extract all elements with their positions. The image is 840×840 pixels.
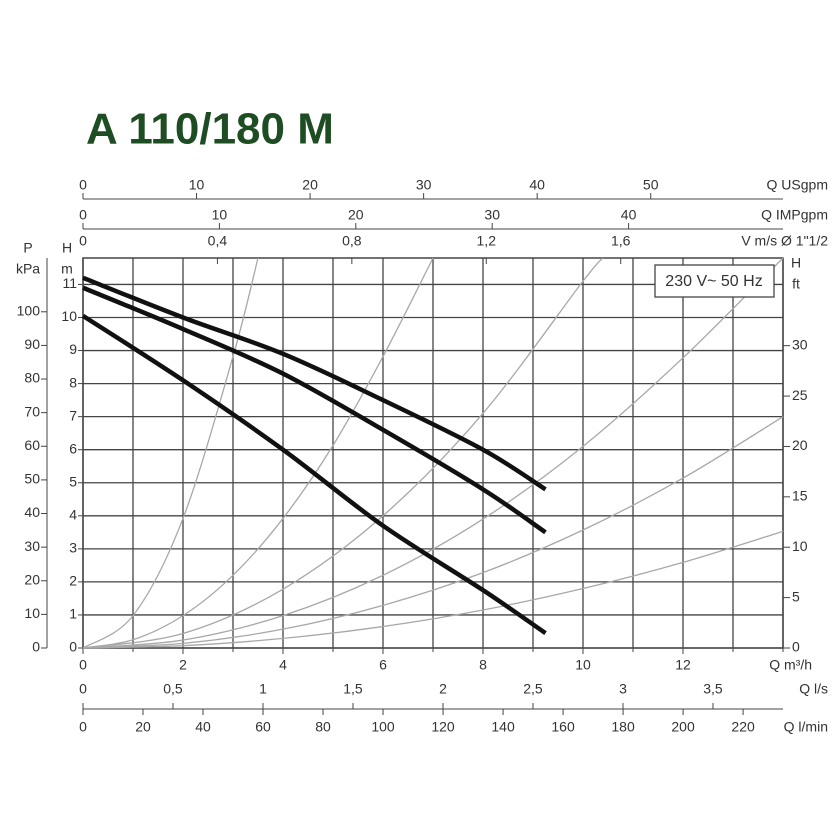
y2-axis-label: H	[791, 255, 801, 271]
p-axis-label: kPa	[16, 261, 40, 277]
secondary-tick-label: 140	[491, 719, 515, 735]
p-tick-label: 90	[24, 336, 40, 352]
y-tick-label: 2	[69, 573, 77, 589]
secondary-tick-label: 180	[611, 719, 635, 735]
x-tick-label: 8	[479, 657, 487, 673]
x-tick-label: 2	[179, 657, 187, 673]
secondary-tick-label: 0	[79, 233, 87, 249]
y-tick-label: 6	[69, 440, 77, 456]
y-tick-label: 11	[62, 275, 77, 291]
secondary-tick-label: 60	[255, 719, 271, 735]
y-tick-label: 10	[61, 308, 77, 324]
annotation-box	[654, 264, 775, 298]
y2-tick-label: 15	[792, 488, 808, 504]
secondary-axis-label: Q IMPgpm	[761, 207, 828, 223]
y-tick-label: 1	[69, 606, 77, 622]
p-tick-label: 10	[24, 605, 40, 621]
p-tick-label: 100	[17, 302, 41, 318]
y2-tick-label: 0	[792, 639, 800, 655]
secondary-tick-label: 0,4	[208, 233, 228, 249]
p-tick-label: 70	[24, 403, 40, 419]
system-curve	[82, 530, 784, 649]
p-axis-label: P	[23, 240, 32, 256]
secondary-tick-label: 0	[79, 207, 87, 223]
secondary-tick-label: 20	[302, 177, 318, 193]
secondary-tick-label: 10	[189, 177, 205, 193]
secondary-tick-label: 120	[431, 719, 455, 735]
secondary-axis-label: Q l/min	[784, 719, 828, 735]
secondary-tick-label: 0	[79, 681, 87, 697]
p-tick-label: 0	[32, 639, 40, 655]
chart-title: A 110/180 M	[86, 105, 334, 154]
secondary-tick-label: 1,5	[343, 681, 363, 697]
y-tick-label: 0	[69, 639, 77, 655]
p-tick-label: 50	[24, 471, 40, 487]
y2-axis-label: ft	[792, 276, 800, 292]
secondary-tick-label: 3,5	[703, 681, 723, 697]
secondary-tick-label: 160	[551, 719, 575, 735]
y-tick-label: 5	[69, 473, 77, 489]
annotation: 230 V~ 50 Hz	[665, 273, 762, 290]
y-tick-label: 9	[69, 341, 77, 357]
secondary-axis-label: Q USgpm	[767, 177, 828, 193]
secondary-tick-label: 20	[135, 719, 151, 735]
system-curve	[82, 257, 259, 649]
secondary-tick-label: 40	[195, 719, 211, 735]
y2-tick-label: 10	[792, 538, 808, 554]
x-tick-label: 10	[575, 657, 591, 673]
secondary-tick-label: 0	[79, 719, 87, 735]
p-tick-label: 60	[24, 437, 40, 453]
y-tick-label: 4	[69, 506, 77, 522]
secondary-tick-label: 2,5	[523, 681, 543, 697]
secondary-tick-label: 1,6	[611, 233, 631, 249]
pump-curve	[81, 313, 547, 635]
x-axis-label: Q m³/h	[769, 657, 812, 673]
secondary-tick-label: 20	[348, 207, 364, 223]
pump-curve	[82, 285, 547, 535]
y-tick-label: 7	[69, 407, 77, 423]
secondary-tick-label: 0,8	[342, 233, 362, 249]
secondary-tick-label: 220	[731, 719, 755, 735]
y2-tick-label: 25	[792, 387, 808, 403]
x-tick-label: 12	[675, 657, 691, 673]
system-curve	[82, 416, 784, 649]
secondary-tick-label: 10	[212, 207, 228, 223]
secondary-tick-label: 1,2	[477, 233, 497, 249]
secondary-tick-label: 80	[315, 719, 331, 735]
secondary-tick-label: 3	[619, 681, 627, 697]
secondary-tick-label: 0	[79, 177, 87, 193]
system-curve	[82, 257, 604, 649]
x-tick-label: 6	[379, 657, 387, 673]
secondary-tick-label: 30	[484, 207, 500, 223]
secondary-tick-label: 100	[371, 719, 395, 735]
pump-curve	[82, 275, 547, 492]
p-tick-label: 80	[24, 370, 40, 386]
secondary-tick-label: 1	[259, 681, 267, 697]
system-curve	[82, 257, 434, 649]
y2-tick-label: 20	[792, 437, 808, 453]
y-axis-label: H	[62, 240, 72, 256]
x-tick-label: 0	[79, 657, 87, 673]
secondary-tick-label: 30	[416, 177, 432, 193]
secondary-tick-label: 2	[439, 681, 447, 697]
secondary-tick-label: 40	[529, 177, 545, 193]
y2-tick-label: 30	[792, 336, 808, 352]
secondary-tick-label: 200	[671, 719, 695, 735]
secondary-tick-label: 50	[643, 177, 659, 193]
y2-tick-label: 5	[792, 588, 800, 604]
secondary-tick-label: 0,5	[163, 681, 183, 697]
secondary-axis-label: Q l/s	[799, 681, 828, 697]
secondary-tick-label: 40	[621, 207, 637, 223]
p-tick-label: 40	[24, 504, 40, 520]
p-tick-label: 20	[24, 571, 40, 587]
x-tick-label: 4	[279, 657, 287, 673]
y-axis-label: m	[61, 261, 73, 277]
system-curve	[82, 257, 784, 649]
secondary-axis-label: V m/s Ø 1"1/2	[741, 233, 828, 249]
y-tick-label: 3	[69, 540, 77, 556]
y-tick-label: 8	[69, 374, 77, 390]
p-tick-label: 30	[24, 538, 40, 554]
